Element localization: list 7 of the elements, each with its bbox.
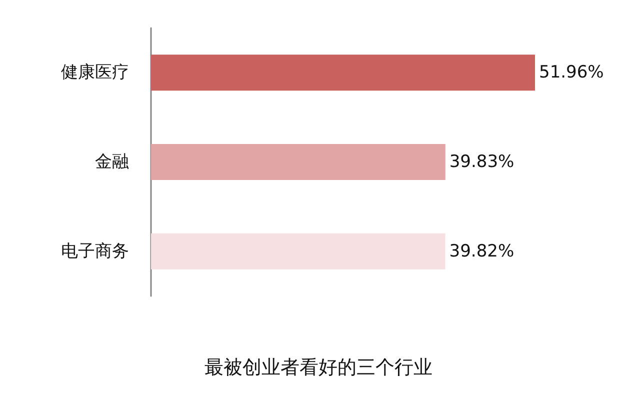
data-label: 51.96% [539, 62, 604, 83]
y-tick-label: 金融 [95, 152, 129, 172]
y-tick-label: 健康医疗 [61, 62, 129, 83]
text: 最被创业者看好的三个行业 [204, 356, 432, 378]
y-tick-label: 电子商务 [61, 241, 129, 262]
data-label: 39.82% [449, 241, 514, 262]
data-label: 39.83% [449, 152, 514, 172]
